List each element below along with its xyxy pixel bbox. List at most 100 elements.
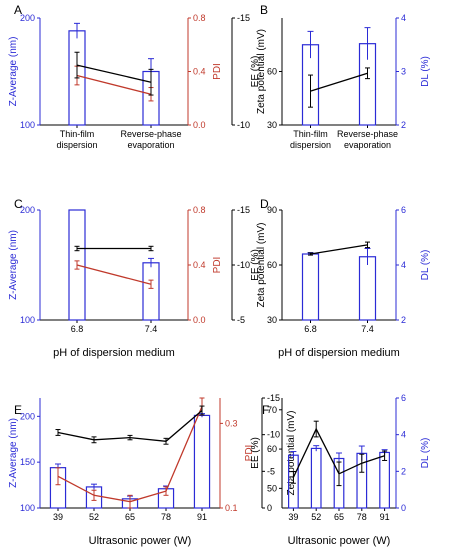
left-tick-label: 70 xyxy=(267,405,277,415)
left-tick-label: 150 xyxy=(20,457,35,467)
bar xyxy=(310,447,322,509)
right-tick-label: -10 xyxy=(267,430,280,440)
panel-b: B 30 60 EE (%) 2 3 4 DL (%) Thin-film dispersion R… xyxy=(250,3,431,150)
right-tick-label: 3 xyxy=(401,67,406,77)
right-axis-label: Zeta potential (mV) xyxy=(286,410,297,495)
x-tick-label: 39 xyxy=(288,512,298,522)
x-tick-label: 52 xyxy=(311,512,321,522)
right-tick-label: 0.8 xyxy=(193,13,206,23)
left-tick-label: 60 xyxy=(267,260,277,270)
right-tick-label: 0 xyxy=(401,503,406,513)
left-tick-label: 60 xyxy=(267,444,277,454)
right-tick-label: 4 xyxy=(401,260,406,270)
panel-letter: B xyxy=(260,3,268,17)
left-axis-label: EE (%) xyxy=(250,56,261,88)
x-tick-label: 7.4 xyxy=(361,324,374,334)
left-axis-label: Z-Average (nm) xyxy=(8,418,19,488)
left-tick-label: 50 xyxy=(267,483,277,493)
x-axis-label: pH of dispersion medium xyxy=(53,347,175,359)
panel-letter: A xyxy=(14,3,22,17)
right-tick-label: 0.4 xyxy=(193,67,206,77)
right-tick-label: 0.0 xyxy=(193,120,206,130)
bar xyxy=(142,262,160,321)
x-tick-label: Reverse-phase evaporation xyxy=(337,129,398,150)
right-tick-label: -5 xyxy=(237,315,245,325)
left-axis-label: Z-Average (nm) xyxy=(8,37,19,107)
right-tick-label: 0.1 xyxy=(225,503,238,513)
x-tick-label: Thin-film dispersion xyxy=(56,129,97,150)
pdi-line xyxy=(57,406,203,503)
pdi-line xyxy=(76,264,152,285)
right-tick-label: -15 xyxy=(237,205,250,215)
right-tick-label: 6 xyxy=(401,205,406,215)
right-axis-label: Zeta potential (mV) xyxy=(256,29,267,114)
x-tick-label: 52 xyxy=(89,512,99,522)
right-axis-label: PDI xyxy=(244,445,255,462)
right-tick-label: -10 xyxy=(237,260,250,270)
left-axis-label: EE (%) xyxy=(250,249,261,281)
x-tick-label: 39 xyxy=(53,512,63,522)
panel-letter: E xyxy=(14,403,22,417)
right-axis-label: PDI xyxy=(212,257,223,274)
right-tick-label: 0 xyxy=(267,503,272,513)
x-axis-label: Ultrasonic power (W) xyxy=(288,535,391,547)
right-tick-label: 0.8 xyxy=(193,205,206,215)
panel-f: F 50 60 70 EE (%) 0 2 4 6 DL (%) 39 52 65 78 91 Ultraso… xyxy=(250,393,431,547)
right-tick-label: 0.3 xyxy=(225,418,238,428)
panel-letter: C xyxy=(14,197,23,211)
right-axis-label: Zeta potential (mV) xyxy=(256,222,267,307)
ee-line xyxy=(310,72,368,92)
x-tick-label: 65 xyxy=(125,512,135,522)
x-tick-label: 7.4 xyxy=(145,324,158,334)
right-tick-label: -15 xyxy=(267,393,280,403)
right-axis-label: DL (%) xyxy=(420,438,431,469)
x-tick-label: 65 xyxy=(334,512,344,522)
bar xyxy=(301,253,320,321)
ee-line xyxy=(310,244,368,255)
right-tick-label: 2 xyxy=(401,120,406,130)
right-axis-label: DL (%) xyxy=(420,56,431,87)
left-tick-label: 200 xyxy=(20,13,35,23)
right-tick-label: -5 xyxy=(267,466,275,476)
left-tick-label: 90 xyxy=(267,205,277,215)
x-tick-label: Thin-film dispersion xyxy=(290,129,331,150)
right-tick-label: 0.4 xyxy=(193,260,206,270)
right-axis-label: DL (%) xyxy=(420,250,431,281)
x-tick-label: 6.8 xyxy=(71,324,84,334)
left-tick-label: 100 xyxy=(20,315,35,325)
right-tick-label: 4 xyxy=(401,430,406,440)
right-tick-label: -15 xyxy=(237,13,250,23)
x-tick-label: 91 xyxy=(197,512,207,522)
right-tick-label: -10 xyxy=(237,120,250,130)
panel-letter: F xyxy=(262,403,269,417)
right-tick-label: 4 xyxy=(401,13,406,23)
right-tick-label: 2 xyxy=(401,466,406,476)
left-tick-label: 100 xyxy=(20,503,35,513)
panel-a: A 100 200 Z-Average (nm) 0.0 0.4 0.8 PDI -10 -15 Z… xyxy=(8,3,267,150)
right-axis-label: PDI xyxy=(212,63,223,80)
bar xyxy=(68,209,86,321)
left-axis-label: Z-Average (nm) xyxy=(8,230,19,300)
right-tick-label: 6 xyxy=(401,393,406,403)
x-axis-label: pH of dispersion medium xyxy=(278,347,400,359)
panel-d: D 30 60 90 EE (%) 2 4 6 DL (%) 6.8 7.4 pH of disper… xyxy=(250,197,431,359)
pdi-line xyxy=(76,74,152,95)
x-tick-label: 91 xyxy=(380,512,390,522)
x-axis-label: Ultrasonic power (W) xyxy=(89,535,192,547)
left-tick-label: 200 xyxy=(20,411,35,421)
right-tick-label: 0.0 xyxy=(193,315,206,325)
left-tick-label: 60 xyxy=(267,67,277,77)
right-tick-label: 2 xyxy=(401,315,406,325)
x-tick-label: 6.8 xyxy=(304,324,317,334)
x-tick-label: 78 xyxy=(357,512,367,522)
panel-letter: D xyxy=(260,197,269,211)
left-tick-label: 30 xyxy=(267,120,277,130)
left-tick-label: 100 xyxy=(20,120,35,130)
zeta-line xyxy=(76,64,152,83)
left-tick-label: 30 xyxy=(267,315,277,325)
x-tick-label: Reverse-phase evaporation xyxy=(120,129,181,150)
left-axis-label: EE (%) xyxy=(250,437,261,469)
x-tick-label: 78 xyxy=(161,512,171,522)
